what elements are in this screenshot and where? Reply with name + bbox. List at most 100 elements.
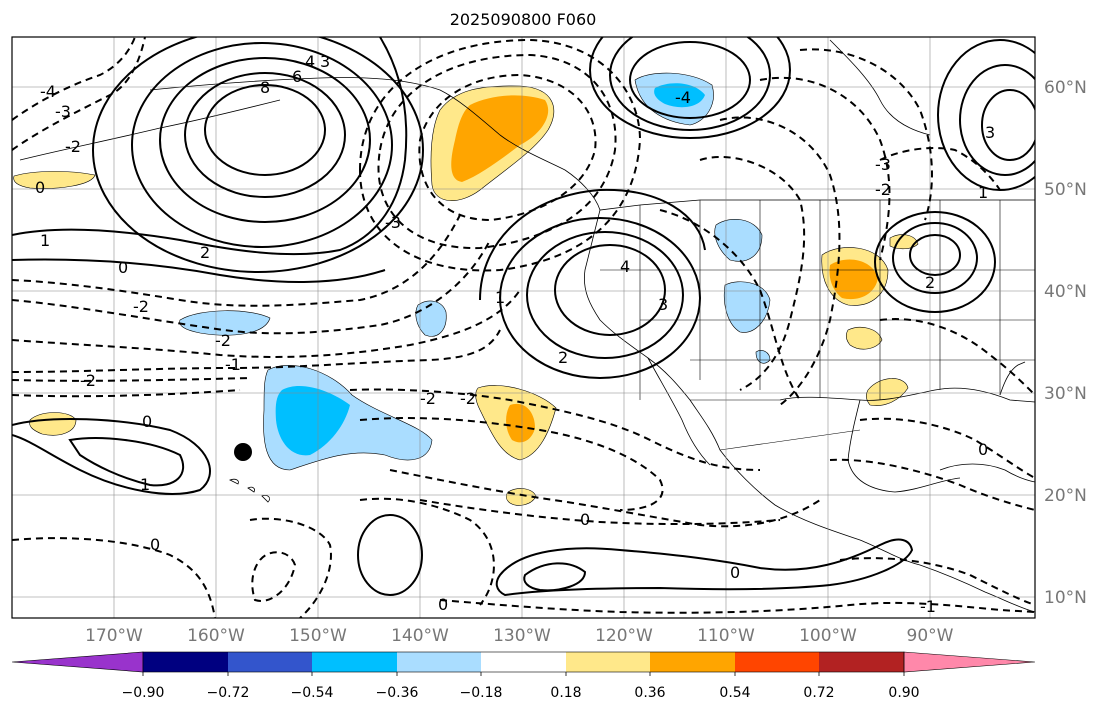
lon-label-130w: 130°W	[493, 626, 551, 646]
hudson-bay	[829, 39, 931, 136]
contour-label-1-b: 1	[495, 288, 505, 307]
lon-label-90w: 90°W	[907, 626, 954, 646]
contour-label-6: 6	[292, 67, 302, 86]
lat-label-20n: 20°N	[1044, 486, 1087, 506]
colorbar-segment	[819, 652, 904, 672]
contour-label-0-f: 0	[438, 595, 448, 614]
lat-label-40n: 40°N	[1044, 282, 1087, 302]
colorbar-segment	[143, 652, 228, 672]
colorbar-segment	[312, 652, 397, 672]
contour-label-8: 8	[260, 78, 270, 97]
gulf-of-mexico	[779, 387, 1035, 403]
hawaii-2	[247, 486, 255, 493]
contour-label-3-c: 3	[985, 123, 995, 142]
shade-orange-off-baja	[506, 403, 535, 443]
colorbar-extend-high	[903, 651, 1036, 673]
contour-label-neg2: -2	[133, 297, 149, 316]
lon-label-100w: 100°W	[799, 626, 857, 646]
contour-label-neg4-b: -4	[40, 82, 56, 101]
mexico-gulf-coast	[847, 399, 961, 493]
colorbar-segment	[228, 652, 312, 672]
colorbar-segment	[397, 652, 481, 672]
shade-deepblue-central-pacific	[275, 385, 350, 456]
lat-label-50n: 50°N	[1044, 180, 1087, 200]
aleutians	[19, 99, 281, 161]
cb-label-neg018: −0.18	[460, 685, 503, 701]
lon-label-150w: 150°W	[289, 626, 347, 646]
contour-label-0-e: 0	[730, 563, 740, 582]
contour-label-neg2-g: -2	[875, 180, 891, 199]
contour-label-2-c: 2	[925, 273, 935, 292]
longitude-labels: 170°W 160°W 150°W 140°W 130°W 120°W 110°…	[85, 626, 954, 646]
colorbar-segment	[735, 652, 819, 672]
hawaii-3	[261, 495, 270, 503]
contour-label-0-c: 0	[142, 412, 152, 431]
contour-label-0: 0	[118, 258, 128, 277]
contour-label-0-b: 0	[35, 178, 45, 197]
cb-label-054: 0.54	[719, 685, 750, 701]
lat-label-60n: 60°N	[1044, 78, 1087, 98]
shade-lightblue-small-mid	[415, 300, 447, 337]
contour-label-neg3: -3	[385, 213, 401, 232]
contour-label-neg2-e: -2	[460, 389, 476, 408]
baja-california	[647, 357, 711, 466]
contour-label-neg4: -4	[675, 88, 691, 107]
lon-label-140w: 140°W	[391, 626, 449, 646]
black-dot-marker	[234, 443, 252, 461]
map-frame	[11, 36, 1036, 619]
contour-label-1-c: 1	[140, 475, 150, 494]
cb-label-036: 0.36	[634, 685, 665, 701]
contour-label-neg2-f: -2	[65, 137, 81, 156]
colorbar-labels: −0.90 −0.72 −0.54 −0.36 −0.18 0.18 0.36 …	[122, 685, 920, 701]
contour-labels: 8 6 4 3 2 1 0 0 4 3 2 1 0 1 -2 -2 -2 -1 …	[35, 52, 995, 616]
contour-label-2: 2	[200, 243, 210, 262]
contour-label-0-g: 0	[978, 440, 988, 459]
florida	[999, 361, 1026, 396]
map-gridlines	[12, 37, 1035, 618]
shade-lightblue-rockies-north	[714, 218, 763, 262]
contour-label-neg1: -1	[225, 355, 241, 374]
contour-label-3-b: 3	[658, 295, 668, 314]
shade-yellow-texas	[845, 327, 883, 350]
solid-contours	[12, 37, 1035, 597]
lon-label-110w: 110°W	[697, 626, 755, 646]
cuba	[939, 463, 1035, 483]
contour-label-neg3-b: -3	[55, 102, 71, 121]
shade-deepblue-north-center	[654, 83, 705, 108]
cb-label-neg054: −0.54	[291, 685, 334, 701]
contour-label-neg2-d: -2	[420, 389, 436, 408]
contour-label-4: 4	[305, 52, 315, 71]
contour-label-0-h: 0	[150, 535, 160, 554]
contour-label-3: 3	[320, 52, 330, 71]
contour-label-neg3-c: -3	[875, 155, 891, 174]
alaska-coast	[149, 77, 1035, 211]
colorbar-segment	[481, 652, 566, 672]
dashed-contours	[12, 37, 1035, 618]
cb-label-090: 0.90	[888, 685, 919, 701]
hawaii-1	[229, 478, 239, 485]
contour-label-1-d: 1	[978, 183, 988, 202]
contour-label-1: 1	[40, 231, 50, 250]
lon-label-160w: 160°W	[187, 626, 245, 646]
shade-yellow-gulf-coast	[865, 378, 909, 406]
latitude-labels: 60°N 50°N 40°N 30°N 20°N 10°N	[1044, 78, 1087, 608]
figure-title: 2025090800 F060	[450, 10, 597, 29]
colorbar-segment	[566, 652, 650, 672]
shade-orange-gulf-alaska	[451, 95, 549, 182]
cb-label-neg036: −0.36	[376, 685, 419, 701]
contour-label-2-b: 2	[558, 348, 568, 367]
central-america	[919, 564, 1035, 613]
cb-label-018: 0.18	[550, 685, 581, 701]
lat-label-10n: 10°N	[1044, 588, 1087, 608]
contour-label-4-b: 4	[620, 257, 630, 276]
lon-label-120w: 120°W	[595, 626, 653, 646]
colorbar	[11, 651, 1036, 676]
map-area: 8 6 4 3 2 1 0 0 4 3 2 1 0 1 -2 -2 -2 -1 …	[12, 37, 1035, 618]
shade-orange-plains	[829, 259, 878, 300]
cb-label-072: 0.72	[803, 685, 834, 701]
colorbar-extend-low	[11, 651, 144, 673]
shade-yellow-west-pacific	[13, 171, 96, 189]
cb-label-neg090: −0.90	[122, 685, 165, 701]
contour-label-neg1-b: -1	[920, 597, 936, 616]
